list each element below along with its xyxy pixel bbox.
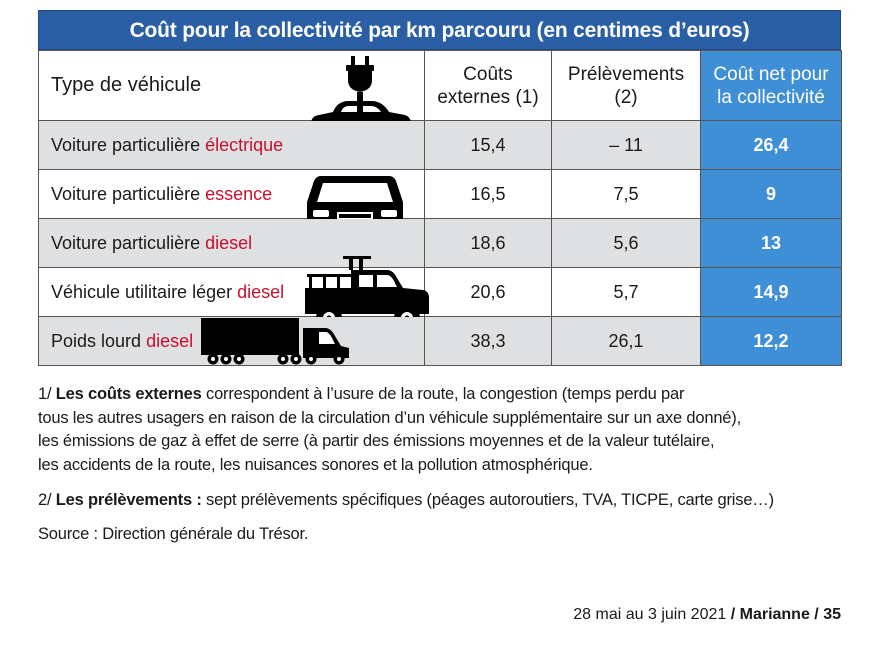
table-row: Véhicule utilitaire léger diesel	[38, 256, 842, 331]
levies-cell: – 11	[551, 120, 701, 170]
fuel-label: diesel	[237, 281, 285, 302]
external-cost-cell: 20,6	[424, 267, 552, 317]
table-row: Voiture particulière électrique 15,4 – 1…	[38, 120, 842, 170]
net-cost-cell: 26,4	[700, 120, 842, 170]
net-cost-cell: 9	[700, 169, 842, 219]
footnote-2: 2/ Les prélèvements : sept prélèvements …	[38, 491, 774, 509]
cost-grid: Type de véhicule	[38, 50, 842, 366]
table-row: Voiture particulière essence 16,5 7,5 9	[38, 169, 842, 242]
fuel-label: diesel	[205, 232, 253, 253]
table-title: Coût pour la collectivité par km parcour…	[38, 10, 841, 50]
header-row: Type de véhicule	[38, 50, 842, 146]
header-net-cost: Coût net pour la collectivité	[700, 50, 842, 121]
page-number: 35	[823, 606, 841, 623]
footnotes: 1/ Les coûts externes correspondent à l’…	[38, 383, 858, 546]
source-note: Source : Direction générale du Trésor.	[38, 524, 309, 543]
table-row: Voiture particulière diesel 18,6 5,6 13	[38, 218, 842, 268]
vehicle-type-cell: Véhicule utilitaire léger diesel	[38, 256, 429, 331]
vehicle-type-cell: Voiture particulière électrique	[38, 120, 425, 170]
vehicle-type-cell: Voiture particulière essence	[38, 169, 425, 242]
semi-truck-icon	[201, 318, 349, 365]
magazine-name: Marianne	[739, 606, 810, 623]
fuel-label: diesel	[146, 330, 194, 351]
vehicle-type-cell: Poids lourd diesel	[38, 316, 425, 366]
external-cost-cell: 38,3	[424, 316, 552, 366]
footnote-1: 1/ Les coûts externes correspondent à l’…	[38, 385, 741, 474]
external-cost-cell: 18,6	[424, 218, 552, 268]
net-cost-cell: 12,2	[700, 316, 842, 366]
net-cost-cell: 14,9	[700, 267, 842, 317]
page-footer: 28 mai au 3 juin 2021 / Marianne / 35	[573, 606, 841, 623]
levies-cell: 5,6	[551, 218, 701, 268]
levies-cell: 7,5	[551, 169, 701, 219]
external-cost-cell: 16,5	[424, 169, 552, 219]
fuel-label: électrique	[205, 134, 284, 155]
header-vehicle-type-label: Type de véhicule	[51, 74, 202, 96]
header-levies: Prélèvements (2)	[551, 50, 701, 121]
header-external-costs: Coûts externes (1)	[424, 50, 552, 121]
table-row: Poids lourd diesel 38,3 26,1 12,2	[38, 316, 842, 366]
cost-table: Coût pour la collectivité par km parcour…	[38, 10, 842, 366]
external-cost-cell: 15,4	[424, 120, 552, 170]
levies-cell: 26,1	[551, 316, 701, 366]
fuel-label: essence	[205, 183, 273, 204]
net-cost-cell: 13	[700, 218, 842, 268]
header-vehicle-type: Type de véhicule	[38, 50, 425, 146]
issue-date: 28 mai au 3 juin 2021	[573, 606, 727, 623]
levies-cell: 5,7	[551, 267, 701, 317]
